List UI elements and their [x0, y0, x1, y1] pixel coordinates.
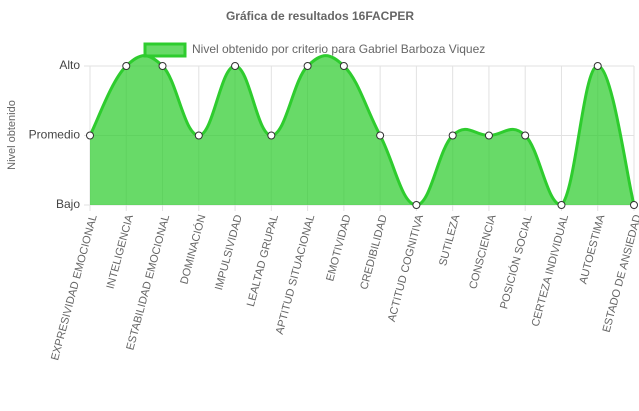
x-tick-label: CREDIBILIDAD	[358, 213, 390, 291]
point	[303, 62, 312, 70]
y-tick-label: Promedio	[29, 128, 81, 142]
chart-title: Gráfica de resultados 16FACPER	[226, 9, 414, 23]
point	[231, 62, 240, 70]
y-axis-title: Nivel obtenido	[6, 100, 18, 170]
point	[158, 62, 167, 70]
point	[557, 201, 566, 209]
x-tick-label: LEALTAD GRUPAL	[245, 213, 281, 308]
y-tick-label: Bajo	[56, 197, 80, 211]
point	[339, 62, 348, 70]
x-tick-label: CONSCIENCIA	[467, 213, 499, 291]
point	[521, 131, 530, 140]
point	[122, 62, 131, 70]
legend-label: Nivel obtenido por criterio para Gabriel…	[192, 42, 485, 56]
point	[630, 201, 638, 209]
point	[448, 131, 457, 140]
legend-swatch	[143, 42, 187, 58]
point	[267, 131, 276, 140]
x-tick-label: IMPULSIVIDAD	[213, 213, 245, 291]
point	[194, 131, 203, 140]
point	[86, 131, 94, 140]
x-tick-label: ESTABILIDAD EMOCIONAL	[124, 213, 172, 351]
x-tick-label: EMOTIVIDAD	[324, 213, 353, 282]
point	[376, 131, 385, 140]
x-tick-label: INTELIGENCIA	[105, 213, 137, 291]
x-tick-label: APTITUD SITUACIONAL	[274, 213, 318, 335]
x-tick-label: ACTITUD COGNITIVA	[386, 213, 426, 323]
point	[484, 131, 493, 140]
x-tick-label: ESTADO DE ANSIEDAD	[601, 213, 639, 333]
point	[412, 201, 421, 209]
x-tick-label: AUTOESTIMA	[577, 213, 607, 286]
x-tick-label: SUTILEZA	[437, 213, 462, 268]
x-tick-label: DOMINACIÓN	[177, 213, 208, 285]
area	[90, 55, 634, 205]
x-tick-label: CERTEZA INDIVIDUAL	[530, 213, 571, 328]
x-tick-label: EXPRESIVIDAD EMOCIONAL	[49, 213, 100, 361]
y-tick-label: Alto	[59, 58, 80, 72]
point	[593, 62, 602, 70]
x-tick-label: POSICIÓN SOCIAL	[497, 213, 535, 310]
